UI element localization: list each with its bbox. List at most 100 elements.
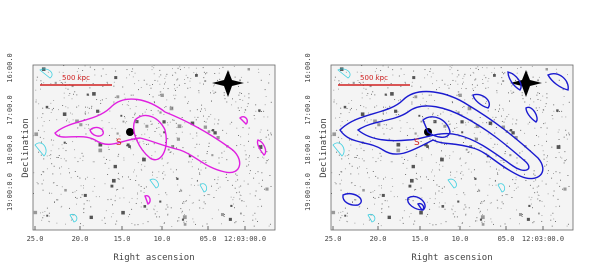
sky-speck: [382, 111, 384, 113]
sky-speck: [63, 92, 65, 94]
sky-speck: [85, 178, 87, 180]
sky-speck: [536, 186, 538, 188]
sky-speck: [172, 145, 174, 147]
scale-bar-label: 500 kpc: [62, 74, 90, 82]
sky-speck: [171, 145, 175, 149]
sky-speck: [264, 188, 266, 190]
sky-speck: [524, 101, 526, 103]
sky-speck: [354, 156, 356, 158]
sky-speck: [386, 94, 388, 96]
sky-speck: [119, 135, 121, 137]
sky-speck: [382, 112, 384, 114]
sky-speck: [533, 101, 535, 103]
sky-speck: [183, 202, 185, 204]
sky-speck: [157, 80, 159, 82]
sky-speck: [426, 74, 428, 76]
sky-speck: [482, 96, 484, 98]
sky-speck: [487, 194, 489, 196]
sky-speck: [492, 116, 494, 118]
sky-speck: [70, 112, 71, 114]
sky-speck: [340, 125, 342, 127]
sky-speck: [515, 79, 516, 81]
sky-speck: [404, 159, 405, 160]
sky-speck: [188, 209, 190, 211]
sky-speck: [542, 150, 544, 152]
sky-speck: [236, 192, 238, 194]
sky-speck: [236, 145, 238, 147]
sky-speck: [561, 110, 563, 112]
sky-speck: [433, 120, 437, 124]
sky-speck: [372, 171, 374, 173]
sky-speck: [191, 177, 193, 179]
sky-speck: [369, 98, 371, 100]
sky-speck: [537, 79, 539, 82]
sky-speck: [101, 99, 103, 101]
sky-speck: [98, 148, 103, 153]
sky-speck: [267, 116, 269, 118]
sky-speck: [530, 199, 532, 201]
sky-speck: [433, 120, 435, 122]
sky-speck: [197, 155, 199, 157]
sky-speck: [213, 92, 215, 94]
sky-speck: [134, 114, 136, 116]
sky-speck: [153, 143, 155, 145]
sky-speck: [238, 191, 240, 193]
sky-speck: [186, 221, 188, 223]
sky-speck: [489, 166, 491, 168]
sky-speck: [121, 210, 125, 215]
sky-speck: [158, 94, 160, 96]
sky-speck: [227, 180, 229, 182]
sky-speck: [538, 107, 540, 109]
sky-speck: [48, 192, 50, 194]
sky-speck: [386, 107, 388, 109]
sky-speck: [493, 119, 495, 121]
sky-speck: [568, 133, 570, 135]
y-axis-title: Declination: [319, 118, 329, 178]
sky-speck: [180, 208, 182, 210]
sky-speck: [558, 129, 560, 131]
sky-speck: [439, 202, 440, 204]
sky-speck: [125, 122, 127, 124]
sky-speck: [108, 134, 110, 136]
sky-speck: [262, 156, 263, 158]
sky-speck: [498, 108, 500, 110]
sky-speck: [473, 72, 475, 74]
sky-speck: [50, 83, 52, 85]
sky-speck: [50, 102, 52, 104]
sky-speck: [163, 114, 165, 115]
sky-speck: [534, 192, 536, 194]
sky-speck: [36, 76, 38, 78]
sky-speck: [187, 87, 189, 89]
sky-speck: [556, 109, 559, 112]
sky-speck: [175, 72, 177, 74]
cyan-contour: [199, 183, 208, 193]
sky-speck: [410, 213, 412, 214]
sky-speck: [67, 107, 69, 109]
sky-speck: [563, 187, 567, 191]
sky-speck: [248, 140, 250, 142]
sky-speck: [146, 144, 148, 145]
sky-speck: [445, 143, 447, 145]
sky-speck: [348, 158, 349, 160]
sky-speck: [516, 162, 518, 164]
sky-speck: [346, 215, 348, 217]
sky-speck: [521, 150, 523, 152]
sky-speck: [167, 162, 169, 164]
sky-speck: [450, 174, 451, 176]
sky-speck: [209, 194, 211, 196]
sky-speck: [528, 204, 531, 207]
sky-speck: [165, 75, 167, 77]
sky-speck: [70, 219, 72, 221]
sky-speck: [486, 209, 488, 211]
sky-speck: [46, 155, 48, 157]
sky-speck: [508, 185, 510, 187]
y-tick-label: 17:00.0: [304, 95, 312, 125]
sky-speck: [493, 74, 496, 77]
sky-speck: [265, 187, 269, 191]
x-tick-label: 05.0: [498, 235, 515, 243]
sky-speck: [238, 110, 240, 111]
sky-speck: [515, 123, 517, 125]
sky-speck: [511, 123, 513, 125]
sky-speck: [438, 87, 440, 88]
sky-speck: [477, 66, 479, 68]
